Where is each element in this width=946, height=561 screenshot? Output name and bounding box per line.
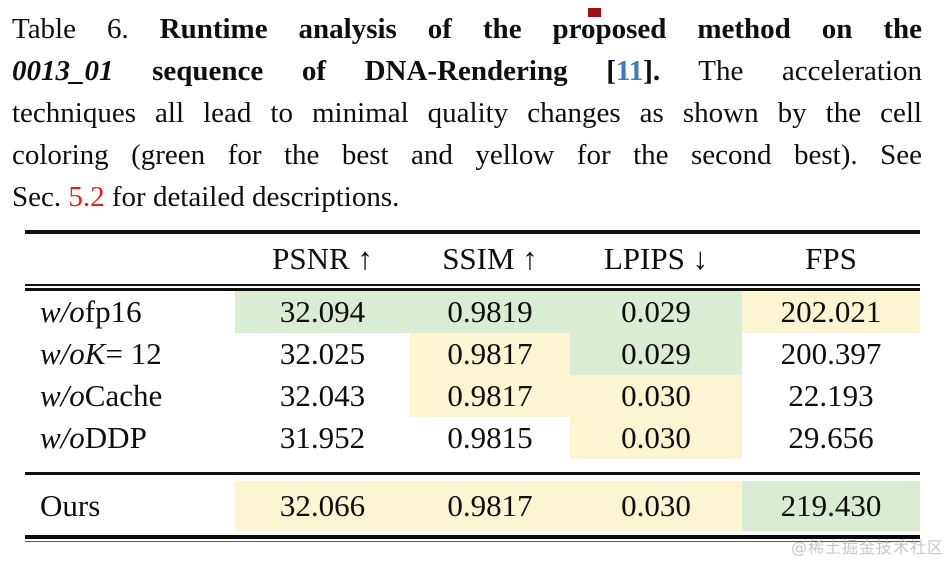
metric-cell: 22.193 (788, 378, 874, 413)
metric-cell: 31.952 (279, 420, 366, 455)
row-label: w/o Cache (25, 375, 235, 417)
watermark: @稀土掘金技术社区 (790, 538, 944, 557)
metric-cell: 32.066 (235, 481, 410, 531)
text-segment: Table 6. (12, 13, 160, 45)
metric-cell: 0.029 (570, 333, 742, 375)
text-segment: fp16 (84, 294, 142, 329)
column-header-lpips: LPIPS ↓ (603, 241, 709, 276)
section-ref-link[interactable]: 5.2 (68, 181, 105, 213)
text-segment: for detailed descriptions. (104, 181, 400, 213)
metric-cell: 0.9817 (410, 333, 570, 375)
crop-artifact (588, 8, 601, 17)
metric-cell: 32.025 (279, 336, 366, 371)
table-header-row: PSNR ↑ SSIM ↑ LPIPS ↓ FPS (25, 234, 920, 284)
metric-cell: 0.9817 (410, 481, 570, 531)
table-figure: Table 6. Runtime analysis of the propose… (0, 8, 946, 542)
row-label: w/o DDP (25, 417, 235, 459)
caption-line: Sec. 5.2 for detailed descriptions. (12, 176, 922, 218)
text-segment: w/o (40, 420, 85, 455)
text-segment: K (84, 336, 106, 371)
paper-page: Table 6. Runtime analysis of the propose… (0, 8, 946, 561)
runtime-table: PSNR ↑ SSIM ↑ LPIPS ↓ FPS w/o fp16 32.094… (25, 230, 920, 542)
caption-line: Table 6. Runtime analysis of the propose… (12, 8, 922, 50)
text-segment: = 12 (105, 336, 162, 371)
row-label: w/o fp16 (25, 291, 235, 333)
caption-line: coloring (green for the best and yellow … (12, 134, 922, 176)
citation-link[interactable]: 11 (615, 55, 644, 87)
metric-cell: 0.9815 (447, 420, 533, 455)
table-row: w/o K = 12 32.025 0.9817 0.029 200.397 (25, 333, 920, 375)
caption-line: 0013_01 sequence of DNA-Rendering [11]. … (12, 50, 922, 92)
text-segment: coloring (green for the best and yellow … (12, 139, 922, 171)
text-segment: w/o (40, 294, 85, 329)
metric-cell: 32.043 (279, 378, 366, 413)
table-bottom-rule (25, 535, 920, 542)
table-caption: Table 6. Runtime analysis of the propose… (12, 8, 922, 218)
body-footer-separator-rule (25, 472, 920, 475)
metric-cell: 0.9817 (410, 375, 570, 417)
row-label: Ours (25, 481, 235, 531)
metric-cell: 200.397 (780, 336, 882, 371)
table-body: w/o fp16 32.094 0.9819 0.029 202.021 w/o K = … (25, 291, 920, 459)
text-segment: w/o (40, 336, 85, 371)
table-top-rule (25, 230, 920, 234)
text-segment: ]. (643, 55, 661, 87)
metric-cell: 202.021 (742, 291, 920, 333)
column-header-psnr: PSNR ↑ (272, 241, 373, 276)
text-segment: [ (606, 55, 616, 87)
metric-cell: 0.9819 (410, 291, 570, 333)
table-row: w/o DDP 31.952 0.9815 0.030 29.656 (25, 417, 920, 459)
metric-cell: 0.030 (570, 375, 742, 417)
header-empty-cell (25, 234, 235, 284)
column-header-ssim: SSIM ↑ (442, 241, 538, 276)
table-footer: Ours 32.066 0.9817 0.030 219.430 (25, 481, 920, 531)
metric-cell: 32.094 (235, 291, 410, 333)
metric-cell: 219.430 (742, 481, 920, 531)
table-row: w/o fp16 32.094 0.9819 0.029 202.021 (25, 291, 920, 333)
metric-cell: 0.029 (570, 291, 742, 333)
row-label: w/o K = 12 (25, 333, 235, 375)
table-row: Ours 32.066 0.9817 0.030 219.430 (25, 481, 920, 531)
text-segment: Sec. (12, 181, 69, 213)
text-segment: Cache (84, 378, 163, 413)
metric-cell: 0.030 (570, 481, 742, 531)
text-segment: techniques all lead to minimal quality c… (12, 97, 922, 129)
column-header-fps: FPS (805, 241, 857, 276)
header-separator-rule (25, 284, 920, 291)
text-segment: w/o (40, 378, 85, 413)
text-segment: 0013_01 (12, 55, 114, 87)
metric-cell: 29.656 (788, 420, 874, 455)
metric-cell: 0.030 (570, 417, 742, 459)
text-segment: sequence of DNA-Rendering (113, 55, 607, 87)
table-row: w/o Cache 32.043 0.9817 0.030 22.193 (25, 375, 920, 417)
text-segment: The acceleration (660, 55, 922, 87)
text-segment: Ours (40, 488, 101, 523)
text-segment: DDP (84, 420, 147, 455)
text-segment: Runtime analysis of the proposed method … (159, 13, 922, 45)
caption-line: techniques all lead to minimal quality c… (12, 92, 922, 134)
